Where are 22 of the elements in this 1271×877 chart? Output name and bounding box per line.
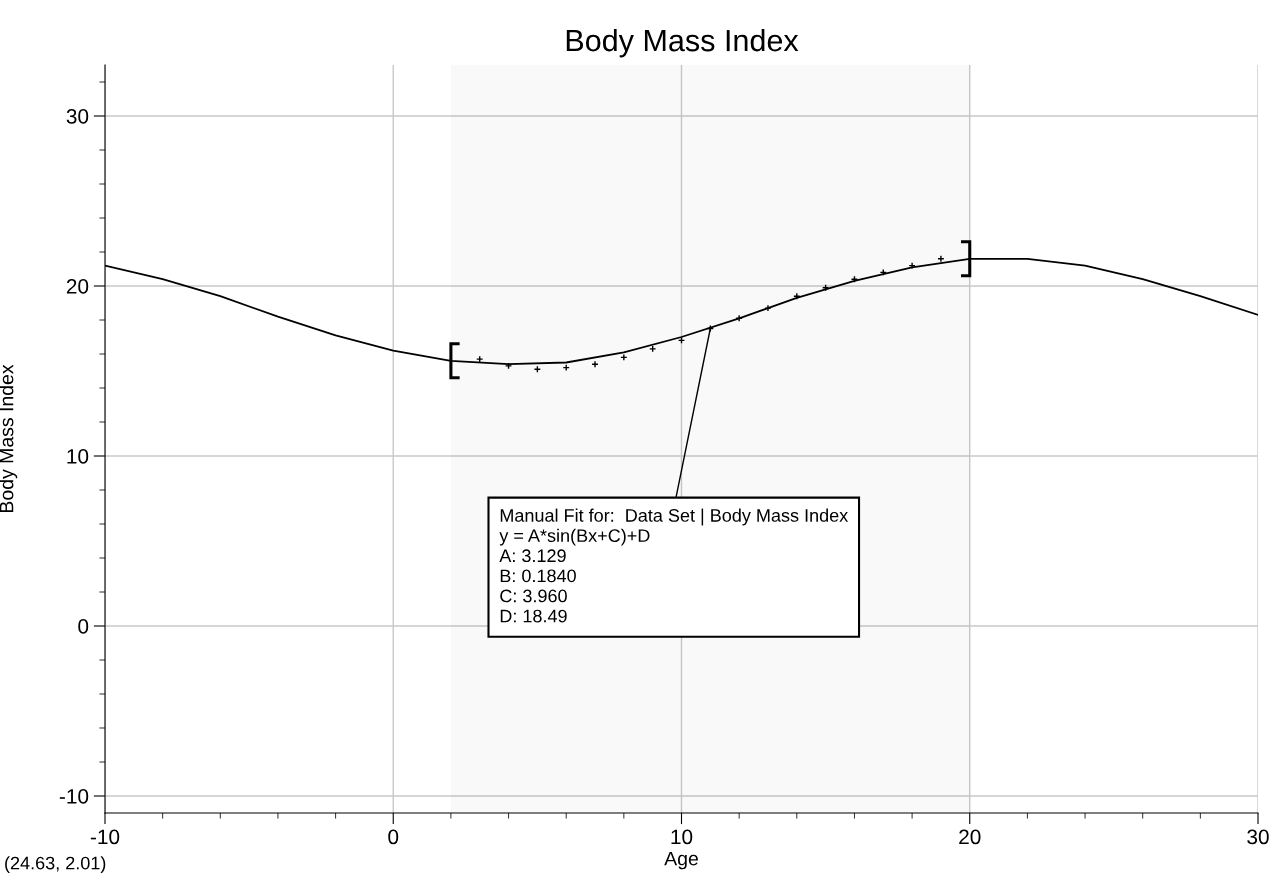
point	[908, 261, 916, 270]
x-tick-label: 30	[1247, 829, 1269, 845]
chart-title: Body Mass Index	[566, 28, 799, 58]
x-axis-title: Age	[664, 851, 698, 870]
point	[735, 314, 743, 322]
x-tick-label: 10	[671, 829, 693, 845]
point	[620, 353, 628, 362]
point	[591, 360, 599, 368]
y-tick-label: 20	[66, 279, 89, 294]
point	[476, 355, 484, 363]
y-tick-label: -10	[59, 789, 89, 804]
point	[649, 345, 657, 353]
y-axis-title: Body Mass Index	[0, 364, 18, 512]
y-tick-label: 0	[78, 619, 89, 634]
x-tick-label: -10	[90, 829, 120, 845]
point	[937, 255, 945, 263]
y-tick-label: 30	[66, 109, 89, 124]
x-tick-label: 0	[388, 829, 399, 845]
annotation: Manual Fit for: Data Set | Body Mass Index y = A*sin(Bx+C)+D A: 3.129 B: 0.1840 C: 3.960 D: 18.49	[499, 508, 849, 623]
y-tick-label: 10	[67, 449, 89, 464]
text: (24.63, 2.01)	[5, 856, 106, 873]
x-tick-label: 20	[959, 829, 981, 845]
